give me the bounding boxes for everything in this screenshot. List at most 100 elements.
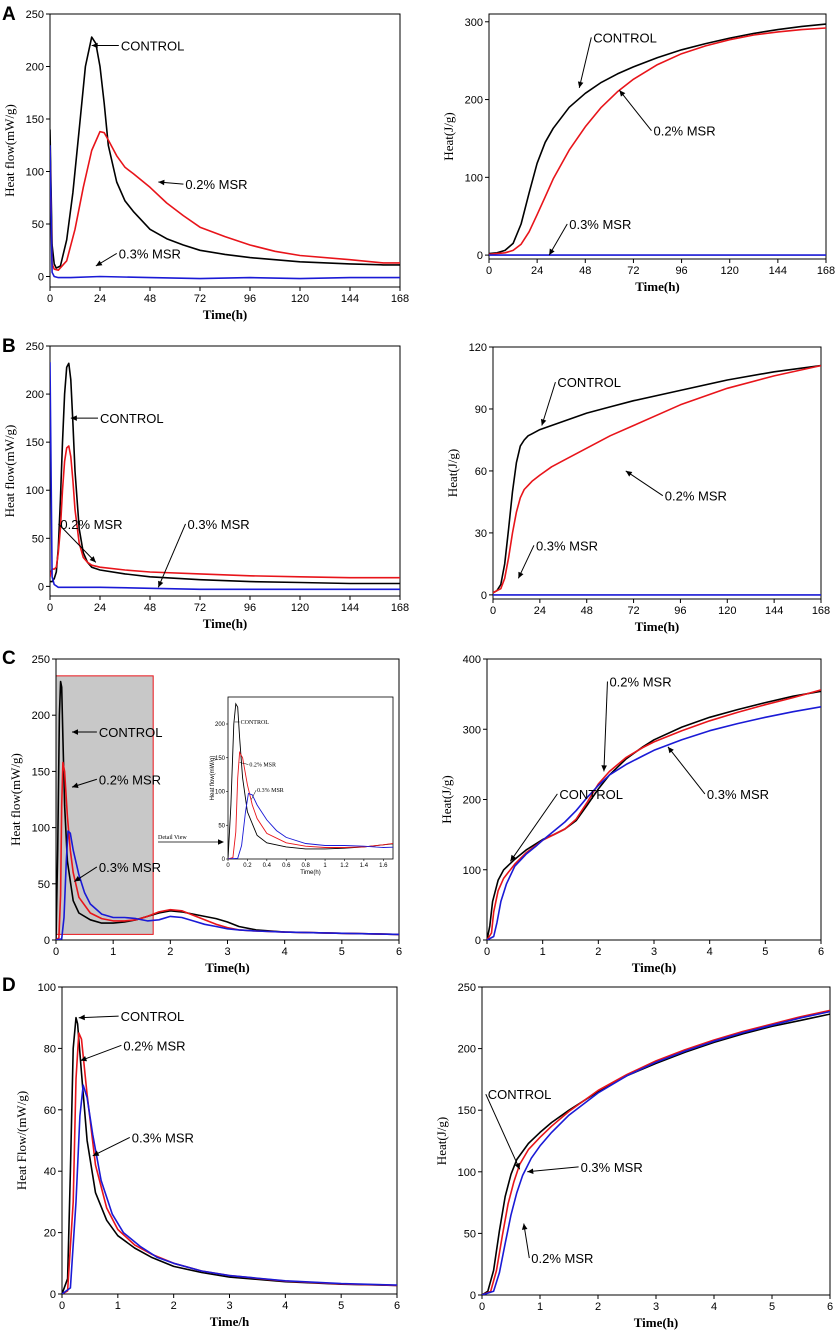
chart-b-left: 0 24 48 72 96 120 144 168 0 50 100 150 200 250 Time(h)… (2, 341, 409, 631)
annotation-arrowhead (72, 782, 79, 788)
x-tick-label: 2 (595, 946, 601, 958)
y-tick-label: 120 (469, 342, 487, 354)
y-tick-label: 150 (26, 437, 44, 449)
annotation-arrow (667, 746, 706, 795)
y-tick-label: 0 (44, 935, 50, 947)
x-tick-label: 72 (194, 293, 206, 305)
series-0-2-msr (482, 1009, 830, 1295)
x-tick-label: 96 (244, 602, 256, 614)
y-tick-label: 50 (38, 879, 50, 891)
x-tick-label: 144 (765, 605, 783, 617)
x-tick-label: 144 (341, 293, 359, 305)
annotation-arrowhead (158, 580, 164, 588)
inset-y-tick-label: 0 (222, 857, 226, 863)
detail-region (55, 675, 154, 935)
panel-label-a: A (2, 4, 16, 25)
annotation: CONTROL (559, 787, 623, 802)
annotation-arrowhead (625, 470, 633, 477)
inset-annotation-arrow (251, 790, 257, 800)
x-tick-label: 0 (47, 293, 53, 305)
annotation-arrow (603, 681, 608, 772)
x-tick-label: 48 (144, 602, 156, 614)
annotation: 0.3% MSR (707, 787, 769, 802)
x-tick-label: 72 (627, 605, 639, 617)
annotation: 0.2% MSR (123, 1038, 185, 1053)
series-control (482, 1013, 830, 1295)
x-tick-label: 24 (94, 602, 106, 614)
annotation-arrowhead (91, 42, 98, 49)
inset-series-0-2-msr (228, 750, 393, 859)
x-tick-label: 3 (653, 1301, 659, 1313)
x-tick-label: 120 (721, 265, 739, 277)
y-tick-label: 40 (44, 1166, 56, 1178)
annotation-arrowhead (74, 875, 81, 882)
x-tick-label: 1 (115, 1300, 121, 1312)
x-tick-label: 4 (282, 1300, 288, 1312)
plot-frame (481, 986, 831, 1296)
annotation-arrowhead (521, 1223, 528, 1230)
series-0-2-msr (62, 1032, 397, 1294)
chart-d-right: 0 1 2 3 4 5 6 0 50 100 150 200 250 Time(h) Heat(J/g) CO… (434, 982, 833, 1330)
x-tick-label: 3 (224, 946, 230, 958)
annotation-arrowhead (619, 90, 626, 97)
series-control (487, 690, 821, 940)
y-tick-label: 100 (463, 865, 481, 877)
series-0-2-msr (50, 130, 400, 272)
annotation: CONTROL (121, 39, 185, 54)
x-tick-label: 144 (769, 265, 787, 277)
y-tick-label: 300 (465, 17, 483, 29)
panel-label-b: B (2, 336, 16, 357)
annotation-arrowhead (70, 415, 77, 421)
x-tick-label: 6 (827, 1301, 833, 1313)
inset-chart: 0 0.2 0.4 0.6 0.8 1 1.2 1.4 1.6 0 50 100 150 200 Time(… (210, 696, 394, 876)
annotation: CONTROL (121, 1009, 185, 1024)
x-tick-label: 72 (627, 265, 639, 277)
annotation-arrow (578, 37, 592, 89)
inset-x-tick-label: 0.2 (243, 863, 252, 869)
x-axis-label: Time(h) (205, 960, 250, 975)
x-tick-label: 6 (394, 1300, 400, 1312)
x-tick-label: 4 (711, 1301, 717, 1313)
y-tick-label: 50 (32, 219, 44, 231)
annotation-arrowhead (601, 765, 607, 772)
inset-x-axis-label: Time(h) (300, 870, 320, 876)
x-tick-label: 2 (167, 946, 173, 958)
panel-label-d: D (2, 975, 16, 996)
y-axis-label: Heat flow(mW/g) (2, 425, 17, 518)
chart-a-right: 0 24 48 72 96 120 144 168 0 100 200 300 Time(h) Heat(… (441, 13, 835, 294)
y-tick-label: 0 (38, 581, 44, 593)
x-tick-label: 168 (817, 265, 835, 277)
x-tick-label: 168 (391, 293, 409, 305)
y-tick-label: 100 (26, 485, 44, 497)
y-tick-label: 100 (38, 982, 56, 994)
y-axis-label: Heat flow(mW/g) (8, 753, 23, 846)
inset-x-tick-label: 0 (226, 863, 230, 869)
series-control (50, 362, 400, 585)
x-tick-label: 3 (226, 1300, 232, 1312)
annotation-arrowhead (514, 1162, 520, 1170)
x-tick-label: 4 (282, 946, 288, 958)
y-tick-label: 80 (44, 1043, 56, 1055)
y-tick-label: 200 (463, 795, 481, 807)
series-control (62, 1016, 397, 1294)
y-tick-label: 0 (475, 935, 481, 947)
series-0-2-msr (487, 689, 821, 940)
x-tick-label: 6 (396, 946, 402, 958)
annotation-arrowhead (577, 81, 584, 88)
y-tick-label: 90 (475, 404, 487, 416)
annotation-arrowhead (92, 1150, 100, 1156)
chart-c-right: 0 1 2 3 4 5 6 0 100 200 300 400 Time(h) Heat(J/g) CONT… (439, 654, 824, 975)
annotation: CONTROL (557, 375, 621, 390)
inset-x-tick-label: 0.6 (282, 863, 291, 869)
annotation: 0.3% MSR (536, 538, 598, 553)
inset-x-tick-label: 1.4 (360, 863, 369, 869)
x-tick-label: 3 (651, 946, 657, 958)
y-tick-label: 250 (26, 341, 44, 353)
y-tick-label: 0 (470, 1290, 476, 1302)
y-axis-label: Heat(J/g) (441, 112, 456, 160)
annotation-arrow (58, 523, 97, 563)
y-axis-label: Heat flow(mW/g) (2, 104, 17, 197)
x-axis-label: Time(h) (634, 1315, 679, 1330)
plot-frame (61, 986, 398, 1295)
x-tick-label: 0 (59, 1300, 65, 1312)
